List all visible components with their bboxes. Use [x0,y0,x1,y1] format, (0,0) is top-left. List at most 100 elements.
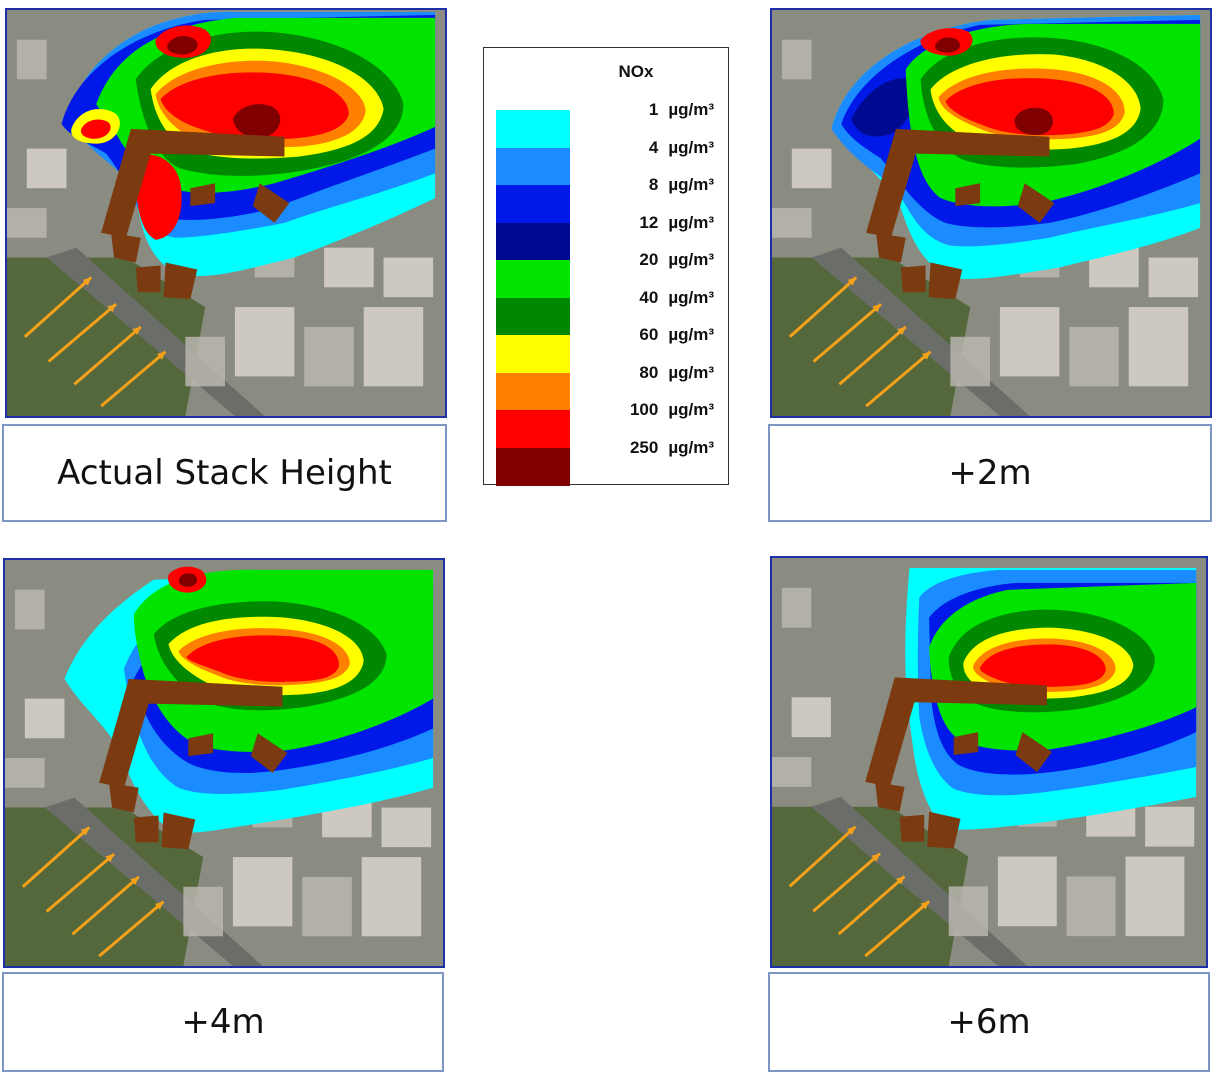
wind-arrow-icon [865,350,932,408]
city-block [24,698,65,739]
caption-plus-4m-text: +4m [181,1002,265,1042]
park-area [7,257,206,416]
city-block [1145,806,1195,847]
legend-unit: µg/m³ [668,362,714,382]
legend-label-8: 8 µg/m³ [584,175,714,195]
building-icon [1017,183,1055,223]
building-icon [250,733,288,773]
plume-plus-6m [772,558,1206,966]
building-icon [953,732,979,756]
building-icon [161,812,196,850]
legend-value: 100 [629,400,659,419]
legend-swatch-100 [496,410,570,448]
city-block [997,856,1057,927]
wind-arrows [23,276,167,408]
legend-value: 8 [648,175,659,194]
wind-arrow-head-icon [82,277,92,286]
wind-arrow-head-icon [130,876,139,886]
building-footprints [99,678,288,850]
city-block [234,307,295,377]
legend-unit: µg/m³ [668,100,714,119]
caption-plus-2m-text: +2m [948,453,1032,493]
city-block [791,148,832,189]
plume-actual [7,10,445,416]
wind-arrows [788,825,931,958]
legend-unit: µg/m³ [668,137,714,157]
building-icon [866,128,1050,238]
city-block [363,307,424,387]
caption-actual-text: Actual Stack Height [57,453,392,493]
wind-arrow-icon [98,900,165,958]
dispersion-map-plus-2m [770,8,1212,418]
concentration-band [851,78,915,137]
building-icon [133,815,159,843]
city-block [772,208,812,238]
legend-value: 20 [639,250,659,269]
legend-label-250: 250 µg/m³ [584,438,714,458]
concentration-band [232,104,281,138]
legend-unit: µg/m³ [668,250,714,269]
city-block [324,247,374,288]
legend-value: 60 [639,325,659,344]
concentration-band [80,119,111,139]
wind-arrow-head-icon [921,351,931,360]
wind-arrow-head-icon [871,853,881,862]
legend-value: 1 [648,100,659,119]
legend-label-60: 60 µg/m³ [584,325,714,345]
legend-unit: µg/m³ [668,175,714,194]
concentration-band [186,635,339,682]
building-icon [1015,732,1052,772]
wind-arrow-icon [812,852,881,913]
legend-swatch-12 [496,222,570,261]
concentration-band [167,36,198,55]
wind-arrow-icon [71,875,140,936]
wind-arrow-icon [812,302,882,363]
legend-label-40: 40 µg/m³ [584,288,714,308]
building-icon [188,733,214,757]
dispersion-map-plus-6m [770,556,1208,968]
wind-arrow-icon [47,302,117,363]
wind-arrow-icon [837,875,906,936]
legend-value: 80 [639,362,659,382]
building-icon [865,677,1047,787]
wind-arrow-icon [864,900,931,958]
caption-plus-6m-text: +6m [947,1002,1031,1042]
wind-arrow-head-icon [872,304,882,313]
city-block [183,886,224,937]
legend-unit: µg/m³ [668,325,714,344]
city-block [7,208,47,238]
city-block [1069,326,1119,387]
city-block [304,326,354,387]
city-block [772,757,812,787]
building-icon [899,814,925,842]
legend-swatch-40 [496,297,570,336]
building-icon [101,128,285,238]
city-block [1148,257,1199,298]
city-block [383,257,434,298]
legend-unit: µg/m³ [668,400,714,419]
city-block [791,697,831,738]
caption-plus-6m: +6m [768,972,1210,1072]
building-footprints [101,128,290,300]
wind-arrow-head-icon [156,351,166,360]
building-icon [955,183,981,207]
building-icon [135,265,161,293]
concentration-band [980,644,1106,687]
dispersion-map-plus-4m [3,558,445,968]
building-icon [111,232,141,263]
city-block [361,857,422,937]
legend-swatch-1 [496,110,570,148]
wind-arrow-head-icon [107,304,117,313]
building-icon [876,232,906,263]
building-icon [109,782,139,813]
concentration-band [935,37,961,53]
legend-label-80: 80 µg/m³ [584,363,714,383]
building-icon [928,262,963,300]
wind-arrow-head-icon [897,326,906,336]
caption-plus-4m: +4m [2,972,444,1072]
concentration-band [135,154,182,240]
legend-value: 12 [639,212,659,232]
caption-actual: Actual Stack Height [2,424,447,522]
concentration-band [945,78,1114,136]
plume-plus-4m [5,560,443,966]
